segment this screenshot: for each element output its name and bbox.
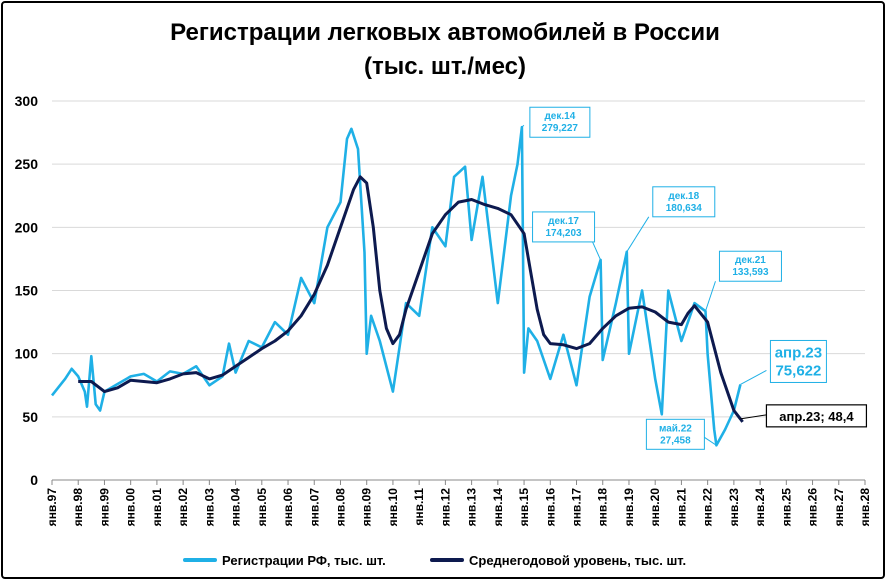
x-tick-label: янв.17 [570,488,584,527]
y-tick-label: 0 [30,472,38,488]
x-tick-label: янв.08 [333,488,347,527]
annotation-box [765,404,868,428]
annotation-label: апр.23; 48,4 [779,409,854,424]
annotation-label: дек.21 [735,255,766,266]
annotation-value: 180,634 [666,203,703,214]
series-line-annual-average [78,175,744,423]
chart-title: Регистрации легковых автомобилей в Росси… [170,19,720,46]
legend: Регистрации РФ, тыс. шт. Среднегодовой у… [183,553,686,568]
x-axis: янв.97 янв.98 янв.99 янв.00 янв.01 янв.02 янв.… [45,480,872,526]
x-tick-label: янв.10 [386,488,400,527]
gridlines [52,100,865,481]
x-tick-label: янв.12 [438,488,452,527]
x-tick-label: янв.28 [858,488,872,527]
x-tick-label: янв.20 [648,488,662,527]
series-line-registrations [50,125,742,447]
x-tick-label: янв.05 [255,488,269,527]
y-tick-label: 50 [22,409,38,425]
annotation-leader [592,241,602,261]
y-tick-label: 200 [15,219,39,235]
y-axis: 0 50 100 150 200 250 300 [15,93,39,488]
legend-label-annual-average: Среднегодовой уровень, тыс. шт. [469,553,686,568]
annotation-leader [740,414,767,420]
annotation-box [529,106,591,138]
x-tick-label: янв.13 [465,488,479,527]
x-tick-label: янв.04 [229,488,243,527]
annotation-box [532,211,596,243]
annotation-leader [704,436,717,446]
x-tick-label: янв.18 [596,488,610,527]
x-tick-label: янв.19 [622,488,636,527]
x-tick-label: янв.09 [360,488,374,527]
x-tick-label: янв.02 [176,488,190,527]
y-tick-label: 150 [15,283,39,299]
annotation-box [652,186,716,218]
x-tick-label: янв.23 [727,488,741,527]
x-tick-label: янв.98 [71,488,85,527]
x-tick-label: янв.25 [779,488,793,527]
x-tick-label: янв.22 [701,488,715,527]
y-tick-label: 100 [15,346,39,362]
x-tick-label: янв.21 [674,488,688,527]
y-tick-label: 250 [15,156,39,172]
annotation-value: 174,203 [545,228,582,239]
annotation-leader [740,370,767,385]
annotation-value: 27,458 [660,435,691,446]
x-tick-label: янв.97 [45,488,59,527]
y-tick-label: 300 [15,93,39,109]
x-tick-label: янв.03 [202,488,216,527]
x-tick-label: янв.24 [753,488,767,527]
chart-subtitle: (тыс. шт./мес) [364,53,526,80]
annotation-label: дек.17 [548,216,579,227]
annotation-label: дек.14 [544,111,575,122]
x-tick-label: янв.16 [543,488,557,527]
annotation-box [769,339,827,383]
annotation-box [718,250,782,282]
x-tick-label: янв.15 [517,488,531,527]
x-tick-label: янв.27 [832,488,846,527]
annotation-value: 133,593 [732,267,769,278]
annotation-label: май.22 [659,423,692,434]
annotation-value: 279,227 [542,123,579,134]
annotation-leader [626,216,650,253]
legend-label-registrations: Регистрации РФ, тыс. шт. [222,553,386,568]
annotation-leader [704,281,716,312]
annotation-label: апр.23 [775,344,822,361]
x-tick-label: янв.06 [281,488,295,527]
x-tick-label: янв.11 [412,488,426,526]
x-tick-label: янв.01 [150,488,164,527]
x-tick-label: янв.07 [307,488,321,527]
annotation-leader [521,124,525,128]
x-tick-label: янв.26 [806,488,820,527]
annotation-label: дек.18 [668,191,699,202]
series-lines [50,125,744,447]
x-tick-label: янв.99 [97,488,111,527]
annotation-value: 75,622 [775,362,821,379]
x-tick-label: янв.00 [124,488,138,527]
x-tick-label: янв.14 [491,488,505,527]
annotation-box [645,418,705,450]
